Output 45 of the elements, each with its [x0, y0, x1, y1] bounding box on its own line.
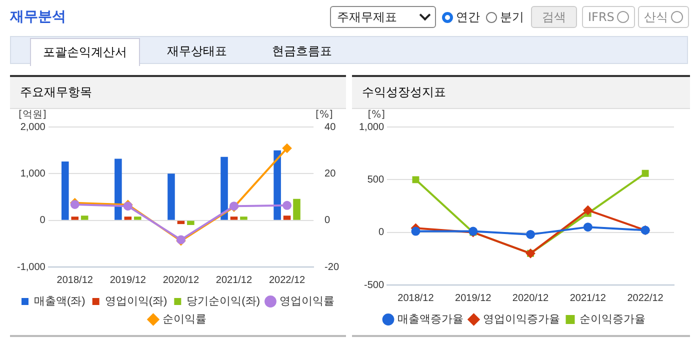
x-tick-label: 2018/12 [56, 274, 94, 286]
legend-label: 영업이익률 [279, 296, 334, 308]
y-tick-label: -500 [364, 280, 384, 291]
x-tick-label: 2022/12 [627, 292, 664, 304]
legend-label: 매출액증가율 [397, 314, 464, 326]
x-tick-label: 2020/12 [162, 274, 200, 286]
y-tick-label: 0 [378, 227, 384, 238]
text: 검색 [531, 6, 577, 28]
text: 분기 [500, 8, 524, 26]
y2-tick-label: 0 [324, 215, 331, 226]
y-axis-title: [%] [368, 110, 386, 121]
text: 산식 [644, 8, 668, 26]
chart-title: 수익성장성지표 [352, 77, 690, 109]
y-tick-label: 0 [40, 215, 46, 226]
y2-tick-label: 20 [324, 168, 336, 180]
x-tick-label: 2022/12 [268, 274, 306, 286]
x-tick-label: 2019/12 [455, 292, 492, 304]
legend-label: 매출액(좌) [34, 296, 86, 308]
x-tick-label: 2020/12 [512, 292, 550, 304]
x-tick-label: 2021/12 [216, 274, 252, 286]
text: IFRS [588, 10, 614, 24]
legend-label: 당기순이익(좌) [186, 296, 260, 308]
x-tick-label: 2019/12 [110, 274, 146, 286]
y2-tick-label: -20 [324, 262, 340, 273]
chart-title: 주요재무항목 [10, 77, 346, 109]
legend-label: 순이익증가율 [579, 314, 646, 326]
text: 주재무제표 [337, 8, 397, 26]
text: 포괄손익계산서 [30, 38, 140, 66]
x-tick-label: 2021/12 [570, 292, 606, 304]
y2-axis-title: [%] [316, 110, 333, 121]
y-tick-label: -1,000 [16, 262, 46, 273]
legend-label: 영업이익(좌) [104, 296, 168, 308]
y-tick-label: 500 [367, 174, 384, 186]
y-tick-label: 1,000 [20, 168, 46, 180]
text: 재무상태표 [166, 43, 228, 60]
y-tick-label: 2,000 [20, 122, 46, 133]
x-tick-label: 2018/12 [398, 292, 434, 304]
text: 현금흐름표 [271, 43, 333, 60]
legend-label: 영업이익증가율 [482, 314, 560, 326]
y-tick-label: 1,000 [358, 122, 384, 133]
y2-tick-label: 40 [324, 122, 336, 133]
legend-label: 순이익률 [162, 314, 206, 326]
y-axis-title: [억원] [18, 110, 46, 121]
text: 재무분석 [10, 8, 66, 26]
text: 연간 [456, 8, 480, 26]
